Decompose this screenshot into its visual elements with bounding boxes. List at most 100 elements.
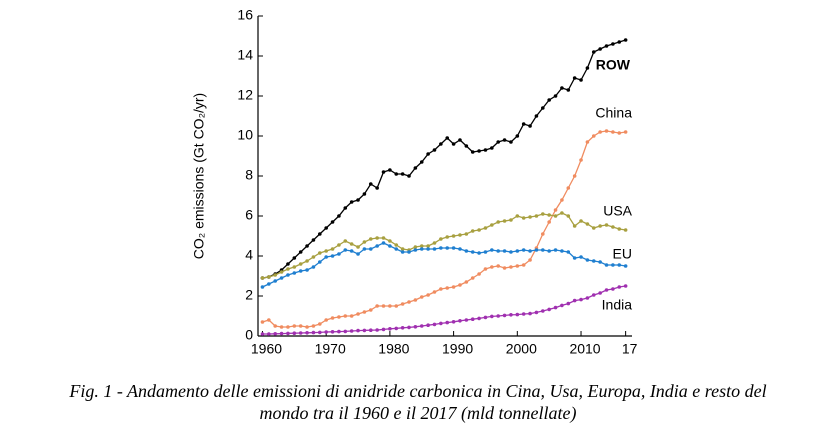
data-point (362, 310, 367, 314)
data-point (611, 130, 615, 134)
data-point (419, 247, 424, 251)
data-point (547, 98, 551, 102)
data-point (375, 186, 379, 190)
data-point (566, 214, 571, 218)
data-point (604, 263, 609, 267)
data-point (591, 293, 596, 297)
data-point (343, 239, 348, 243)
series-line (262, 285, 626, 335)
data-point (572, 224, 577, 228)
y-tick-label: 14 (237, 47, 253, 63)
series-line (262, 242, 626, 288)
data-point (521, 263, 526, 267)
data-point (477, 228, 481, 232)
data-point (521, 122, 526, 126)
data-point (566, 186, 571, 190)
data-point (547, 213, 551, 217)
data-point (260, 320, 265, 324)
data-point (521, 248, 526, 252)
data-point (318, 322, 322, 326)
data-point (356, 252, 360, 256)
data-point (279, 276, 284, 280)
data-point (273, 324, 278, 328)
data-point (432, 241, 437, 245)
data-point (318, 232, 322, 236)
data-point (388, 244, 392, 248)
data-point (483, 226, 488, 230)
data-point (394, 247, 399, 251)
data-point (292, 271, 297, 275)
series-label: China (595, 105, 632, 121)
data-point (394, 243, 399, 247)
data-point (623, 284, 628, 288)
data-point (547, 249, 551, 253)
data-point (445, 286, 450, 290)
data-point (598, 47, 602, 51)
data-point (477, 251, 481, 255)
y-tick-label: 10 (237, 127, 253, 143)
data-point (330, 330, 335, 334)
data-point (419, 244, 424, 248)
data-point (298, 269, 303, 273)
series-label: EU (613, 246, 632, 262)
data-point (445, 136, 450, 140)
data-point (362, 328, 367, 333)
data-point (572, 256, 577, 260)
data-point (298, 331, 303, 335)
data-point (394, 304, 399, 308)
data-point (330, 316, 335, 320)
data-point (598, 130, 602, 134)
data-point (337, 214, 341, 218)
data-point (470, 276, 475, 280)
data-point (311, 324, 316, 328)
data-point (451, 142, 456, 146)
data-point (470, 250, 475, 254)
data-point (560, 303, 564, 308)
data-point (541, 212, 545, 216)
data-point (356, 328, 360, 333)
data-point (483, 315, 488, 320)
data-point (502, 138, 507, 142)
data-point (324, 249, 328, 253)
data-point (451, 246, 456, 250)
data-point (458, 283, 462, 287)
data-point (458, 233, 462, 237)
data-point (515, 312, 520, 317)
data-point (566, 301, 571, 306)
data-point (305, 331, 309, 335)
data-point (572, 76, 577, 80)
data-point (464, 232, 469, 236)
data-point (286, 331, 290, 336)
data-point (407, 174, 411, 178)
data-point (356, 312, 360, 316)
data-point (560, 198, 564, 202)
data-point (324, 255, 328, 259)
y-tick-label: 0 (245, 327, 253, 343)
data-point (286, 262, 290, 266)
data-point (362, 247, 367, 251)
data-point (311, 255, 316, 259)
data-point (502, 313, 507, 318)
data-point (553, 248, 558, 252)
series-line (262, 212, 626, 279)
data-point (490, 265, 494, 269)
data-point (579, 255, 583, 259)
data-point (292, 256, 297, 260)
data-point (400, 302, 405, 306)
data-point (337, 315, 341, 319)
data-point (598, 291, 602, 295)
data-point (286, 325, 290, 329)
data-point (305, 259, 309, 263)
data-point (432, 290, 437, 294)
data-point (400, 247, 405, 251)
data-point (260, 332, 265, 336)
y-tick-label: 6 (245, 207, 253, 223)
y-tick-label: 2 (245, 287, 253, 303)
data-point (388, 304, 392, 308)
data-point (267, 318, 271, 322)
data-point (623, 38, 628, 42)
data-point (617, 263, 622, 267)
data-point (572, 174, 577, 178)
series-label: ROW (596, 57, 631, 73)
data-point (400, 326, 405, 330)
